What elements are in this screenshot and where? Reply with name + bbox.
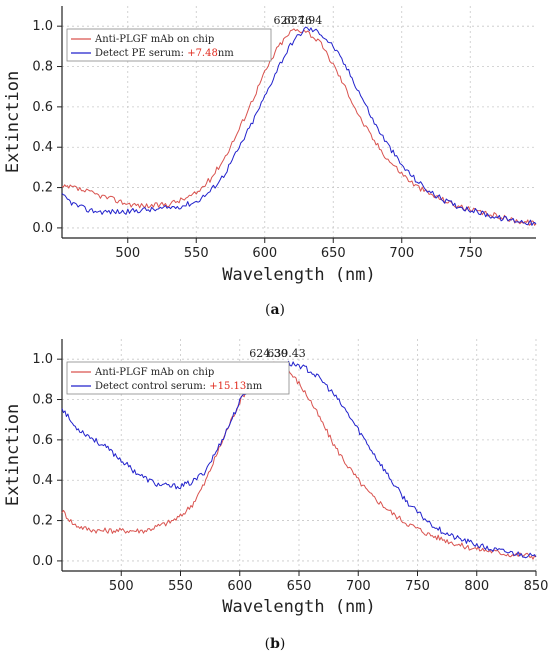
y-tick-label: 1.0 (32, 352, 53, 367)
y-tick-label: 0.8 (32, 393, 53, 408)
y-tick-label: 0.4 (32, 140, 53, 155)
y-tick-label: 0.2 (32, 514, 53, 529)
y-tick-label: 0.2 (32, 181, 53, 196)
legend: Anti-PLGF mAb on chip Detect PE serum: +7… (66, 28, 272, 62)
panel-label-a: (a) (265, 302, 285, 318)
peak-label-1: 620.46 (274, 14, 313, 27)
x-tick-label: 500 (109, 579, 134, 594)
legend-shift-value: +15.13 (209, 381, 246, 392)
y-axis-title: Extinction (3, 71, 23, 173)
x-tick-label: 600 (227, 579, 252, 594)
chart-panel-b: 500 550 600 650 700 750 800 850 0.0 0.2 0.4 0.6 0.8 1… (3, 339, 548, 652)
panel-label-close: ) (280, 302, 285, 318)
legend-entry-2: Detect control serum: +15.13nm (95, 381, 263, 392)
x-tick-label: 850 (524, 579, 549, 594)
y-axis-title: Extinction (3, 404, 23, 506)
legend: Anti-PLGF mAb on chip Detect control seru… (66, 361, 290, 395)
panel-label-open: ( (265, 636, 270, 652)
panel-label-b: (b) (265, 636, 286, 652)
peak-label-2: 639.43 (267, 347, 306, 360)
legend-entry-2: Detect PE serum: +7.48nm (95, 48, 234, 59)
x-tick-label: 800 (464, 579, 489, 594)
x-axis-title: Wavelength (nm) (222, 265, 376, 285)
legend-box (66, 361, 290, 395)
legend-entry-2-prefix: Detect control serum: (95, 381, 209, 392)
series-line-1 (61, 361, 537, 560)
x-tick-label: 500 (115, 246, 140, 261)
x-tick-label: 550 (168, 579, 193, 594)
series-line-1 (61, 28, 537, 226)
y-tick-label: 0.8 (32, 60, 53, 75)
peak-label-2: 627.94 (284, 14, 323, 27)
x-tick-label: 650 (321, 246, 346, 261)
x-tick-label: 750 (458, 246, 483, 261)
legend-entry-1: Anti-PLGF mAb on chip (94, 34, 214, 45)
chart-panel-a: 500 550 600 650 700 750 0.0 0.2 0.4 0.6 0.8 1.0 Wave… (3, 6, 537, 318)
x-tick-label: 750 (405, 579, 430, 594)
x-tick-label: 700 (389, 246, 414, 261)
x-tick-label: 700 (346, 579, 371, 594)
legend-shift-value: +7.48 (187, 48, 218, 59)
x-tick-label: 650 (287, 579, 312, 594)
legend-entry-2-suffix: nm (218, 48, 234, 59)
panel-label-open: ( (265, 302, 270, 318)
legend-box (66, 28, 272, 62)
series-line-2 (61, 26, 537, 226)
x-axis-title: Wavelength (nm) (222, 597, 376, 617)
panel-label-letter: b (270, 636, 280, 652)
legend-entry-2-suffix: nm (246, 381, 262, 392)
y-tick-label: 0.0 (32, 221, 53, 236)
panel-label-close: ) (280, 636, 285, 652)
y-tick-label: 0.6 (32, 433, 53, 448)
panel-label-letter: a (270, 302, 279, 318)
peak-label-1: 624.30 (249, 347, 288, 360)
x-tick-label: 550 (184, 246, 209, 261)
x-tick-label: 600 (252, 246, 277, 261)
y-tick-label: 0.4 (32, 473, 53, 488)
series-line-2 (61, 360, 537, 559)
y-tick-label: 1.0 (32, 19, 53, 34)
y-tick-label: 0.6 (32, 100, 53, 115)
legend-entry-1: Anti-PLGF mAb on chip (94, 367, 214, 378)
y-tick-label: 0.0 (32, 554, 53, 569)
legend-entry-2-prefix: Detect PE serum: (95, 48, 187, 59)
